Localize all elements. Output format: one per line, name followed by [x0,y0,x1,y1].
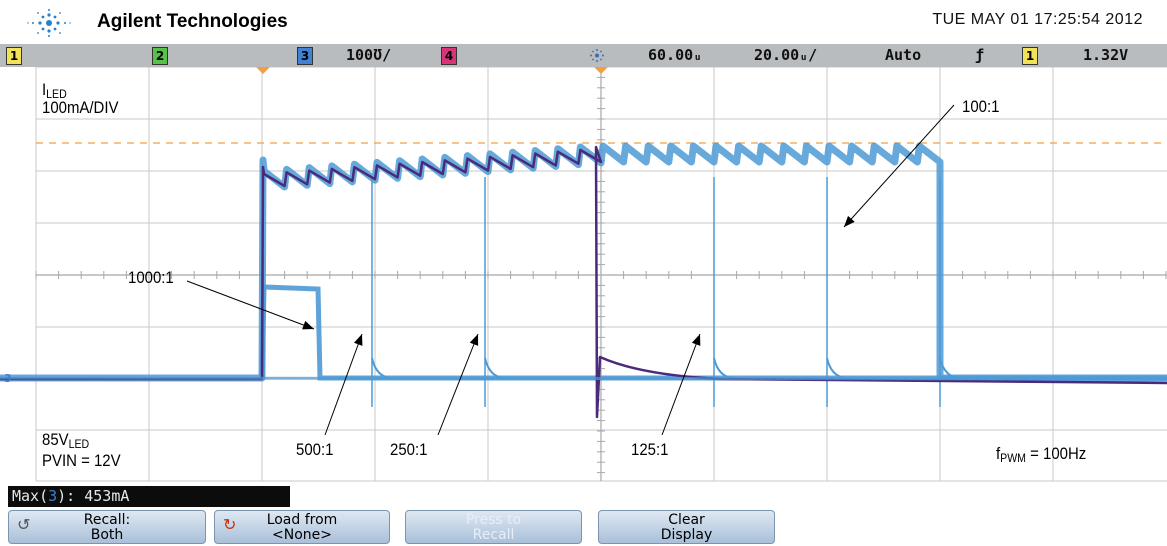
ratio-250-label: 250:1 [390,440,428,459]
delay-icon [588,48,606,68]
channel-2-indicator[interactable]: 2 [152,47,168,65]
clear-display-button[interactable]: Clear Display [598,510,775,544]
arrow-500-head [353,334,363,346]
ratio-125-label: 125:1 [631,440,669,459]
load-arrow-icon: ↻ [223,515,237,534]
graticule-grid [35,66,1167,482]
trigger-mode[interactable]: Auto [885,46,922,64]
arrow-100 [843,104,955,228]
arrow-250 [437,333,479,436]
arrow-125-head [691,334,701,346]
baseline-trace [0,376,1167,381]
channel-3-ground-marker[interactable]: 3 [4,372,12,385]
title-bar: Agilent Technologies TUE MAY 01 17:25:54… [0,0,1167,44]
arrow-250-head [469,334,479,346]
edge-ringing-trace [713,357,733,379]
channel-3-indicator[interactable]: 3 [297,47,313,65]
timebase-delay[interactable]: 60.00ᵤ [648,46,703,64]
brand-name: Agilent Technologies [97,11,288,32]
agilent-spark-logo-icon [27,9,71,37]
fpwm-label: fPWM = 100Hz [996,444,1087,465]
press-to-recall-button[interactable]: Press to Recall [405,510,582,544]
recall-button[interactable]: ↺ Recall: Both [8,510,206,544]
waveform-display[interactable]: 3 ILED 100mA/DIV 100:1 1000:1 500:1 250:… [0,66,1167,483]
arrow-1000-head [302,320,314,330]
date-time: TUE MAY 01 17:25:54 2012 [932,11,1143,28]
trigger-position-marker [256,67,270,74]
load-from-button[interactable]: ↻ Load from <None> [214,510,390,544]
channel-3-scale[interactable]: 100Ʊ/ [346,46,392,64]
channel-1-indicator[interactable]: 1 [6,47,22,65]
recall-arrow-icon: ↺ [17,515,31,534]
trigger-channel[interactable]: 1 [1022,47,1038,65]
scope-status-bar: 1 2 3 100Ʊ/ 4 60.00ᵤ 20.00ᵤ/ Auto ƒ 1 1.… [0,44,1167,67]
ratio-500-label: 500:1 [296,440,334,459]
trigger-slope-icon: ƒ [975,46,985,64]
pvin-label: PVIN = 12V [42,451,121,470]
ratio-100-label: 100:1 [962,97,1000,116]
iled-label: ILED [42,80,67,101]
softkey-bar: ↺ Recall: Both ↻ Load from <None> Press … [0,507,1167,546]
arrow-500 [324,333,363,436]
iled-scale-label: 100mA/DIV [42,98,119,117]
waveform-traces [0,142,1167,419]
measurement-readout: Max(3): 453mA [8,486,290,507]
timebase-scale[interactable]: 20.00ᵤ/ [754,46,818,64]
waveform-graticule [0,66,1167,482]
pwm-envelope-trace [0,142,1167,382]
trigger-level[interactable]: 1.32V [1083,46,1129,64]
annotation-arrows [186,104,955,436]
edge-ringing-trace [826,357,846,379]
delay-position-marker [594,67,608,74]
vled-label: 85VLED [42,430,90,451]
arrow-125 [661,333,701,436]
ratio-1000-label: 1000:1 [128,268,174,287]
reference-trace [0,145,1167,419]
arrow-1000 [186,280,315,330]
channel-4-indicator[interactable]: 4 [441,47,457,65]
arrow-100-head [844,215,855,227]
